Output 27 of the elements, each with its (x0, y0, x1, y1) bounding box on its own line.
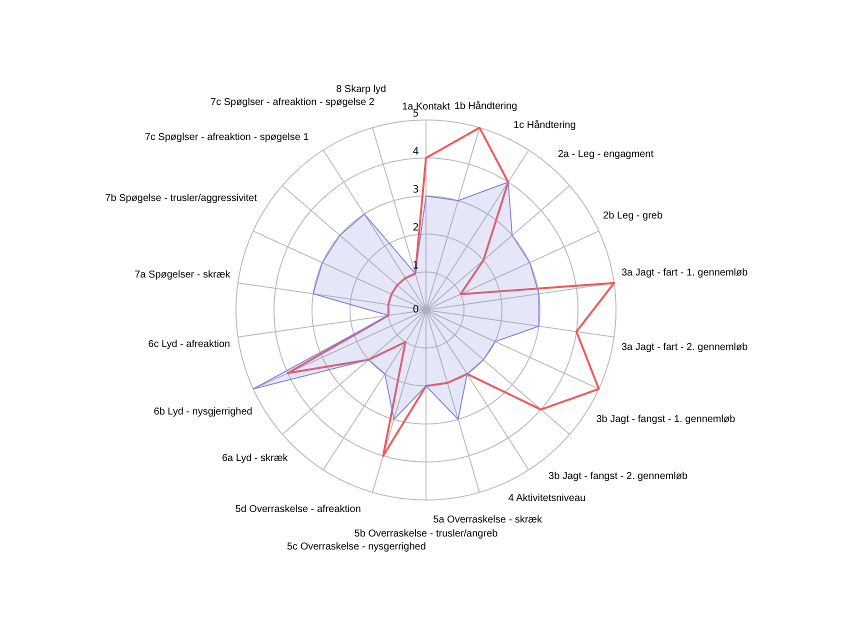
spoke-label: 5c Overraskelse - nysgerrighed (286, 542, 426, 553)
spoke-label: 2a - Leg - engagment (558, 149, 654, 160)
spoke-label: 7c Spøglser - afreaktion - spøgelse 1 (144, 132, 310, 144)
spoke-label: 3b Jagt - fangst - 1. gennemløb (596, 414, 736, 426)
spoke-label: 4 Aktivitetsniveau (508, 492, 586, 504)
spoke-label: 2b Leg - greb (603, 210, 663, 222)
spoke-label: 1c Håndtering (514, 119, 576, 132)
spoke-label: 1b Håndtering (454, 100, 518, 112)
y-tick-label: 1 (412, 260, 419, 272)
spoke-label: 6a Lyd - skræk (222, 453, 289, 464)
spoke-label: 3a Jagt - fart - 2. gennemløb (621, 342, 748, 353)
spoke-label: 6c Lyd - afreaktion (148, 338, 230, 350)
spoke-label: 7b Spøgelse - trusler/aggressivitet (105, 192, 258, 204)
y-tick-label: 3 (412, 184, 419, 196)
spoke-label: 3a Jagt - fart - 1. gennemløb (621, 268, 748, 279)
spoke-label: 7c Spøglser - afreaktion - spøgelse 2 (210, 97, 375, 108)
spoke-label: 5d Overraskelse - afreaktion (235, 504, 361, 515)
spoke-label: 7a Spøgelser - skræk (134, 270, 232, 281)
y-tick-label: 5 (412, 108, 419, 120)
y-tick-label: 4 (412, 146, 419, 158)
spoke-label: 6b Lyd - nysgjerrighed (154, 406, 252, 418)
spoke-label: 5a Overraskelse - skræk (433, 514, 544, 526)
spoke-label: 3b Jagt - fangst - 2. gennemløb (548, 471, 688, 482)
y-tick-label: 0 (412, 304, 419, 316)
spoke-label: 8 Skarp lyd (336, 84, 386, 95)
spoke-label: 5b Overraskelse - trusler/angreb (354, 528, 498, 540)
y-tick-label: 2 (412, 222, 419, 234)
